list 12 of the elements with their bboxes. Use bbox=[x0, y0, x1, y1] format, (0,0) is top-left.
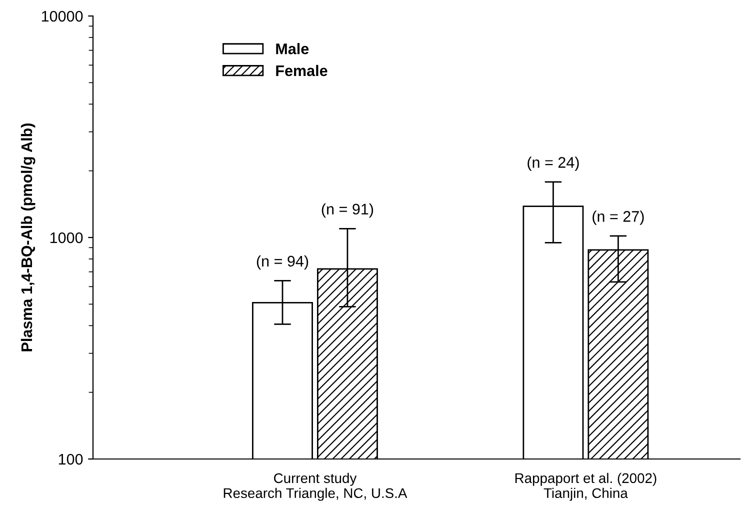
annotation: (n = 94) bbox=[256, 255, 308, 270]
y-tick-label: 10000 bbox=[42, 10, 83, 22]
x-tick-label: Current study Research Triangle, NC, U.S.A bbox=[224, 472, 408, 501]
legend-label: Male bbox=[276, 43, 309, 54]
y-tick-label: 1000 bbox=[50, 232, 83, 244]
legend-label: Female bbox=[276, 64, 328, 76]
annotation: (n = 24) bbox=[528, 156, 579, 171]
y-tick-label: 100 bbox=[58, 454, 83, 465]
x-tick-label: Rappaport et al. (2002) Tianjin, China bbox=[515, 472, 656, 501]
annotation: (n = 91) bbox=[322, 203, 374, 218]
y-axis-title: Plasma 1,4-BQ-Alb (pmol/g Alb) bbox=[20, 124, 36, 352]
annotation: (n = 27) bbox=[592, 210, 644, 225]
